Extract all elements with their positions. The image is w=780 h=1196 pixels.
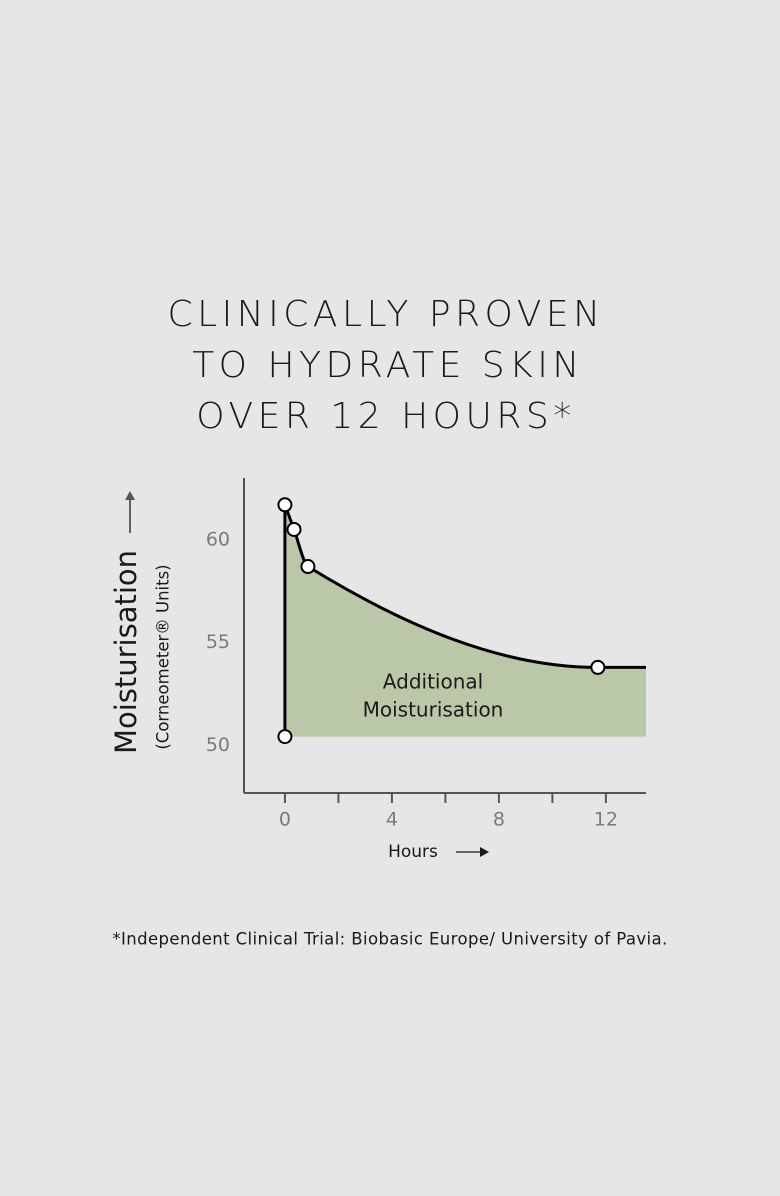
y-tick-label: 55 [206, 631, 230, 653]
title-line: CLINICALLY PROVEN [167, 294, 604, 335]
y-arrow-head [125, 491, 135, 500]
title-line: OVER 12 HOURS* [196, 396, 575, 437]
y-tick-label: 60 [206, 528, 230, 550]
point [277, 497, 293, 513]
point [590, 659, 606, 675]
y-tick-label: 50 [206, 734, 230, 756]
x-tick-label: 12 [594, 809, 618, 831]
x-axis-label: Hours [388, 842, 438, 862]
x-tick-label: 4 [386, 809, 398, 831]
title-line: TO HYDRATE SKIN [192, 345, 584, 386]
footnote: *Independent Clinical Trial: Biobasic Eu… [112, 930, 667, 949]
area [284, 504, 646, 737]
x-tick-label: 8 [493, 809, 505, 831]
y-axis-label: Moisturisation [109, 550, 143, 754]
x-arrow-head [480, 847, 489, 857]
point [300, 559, 316, 575]
annotation: Additional [383, 670, 483, 694]
point [286, 521, 302, 537]
y-axis-sublabel: (Corneometer® Units) [154, 564, 173, 749]
point [277, 729, 293, 745]
plot: 0 4 8 12 50 55 60 Additional Moisturisation [206, 478, 646, 831]
annotation: Moisturisation [363, 698, 504, 722]
x-tick-label: 0 [279, 809, 291, 831]
